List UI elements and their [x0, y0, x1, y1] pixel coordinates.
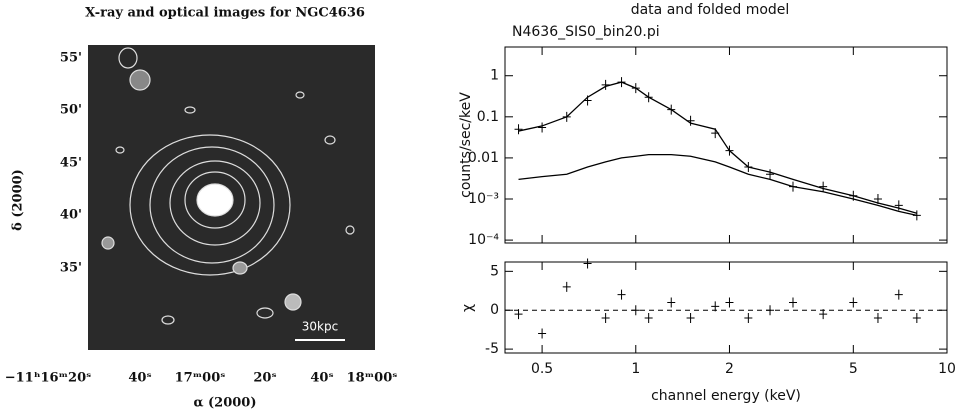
- image-title: X-ray and optical images for NGC4636: [85, 6, 365, 21]
- scale-bar-label: 30kpc: [302, 320, 338, 334]
- data-point: [819, 309, 828, 320]
- data-point: [601, 79, 610, 90]
- image-y-tick-label: 45': [60, 156, 82, 171]
- data-point: [725, 297, 734, 308]
- data-point: [766, 305, 775, 316]
- data-point: [538, 328, 547, 339]
- x-tick-label: 2: [725, 361, 734, 377]
- data-point: [873, 313, 882, 323]
- data-point: [711, 301, 720, 312]
- y-tick-label: 10⁻⁴: [468, 232, 499, 248]
- image-x-tick-label: 20ˢ: [253, 371, 276, 386]
- data-point: [912, 313, 921, 323]
- data-point: [894, 289, 903, 300]
- data-point: [686, 313, 695, 323]
- data-point: [849, 297, 858, 308]
- data-point: [514, 309, 523, 320]
- data-point: [819, 181, 828, 192]
- plot-frame: [504, 46, 948, 244]
- x-tick-label: 10: [938, 361, 956, 377]
- data-point: [601, 313, 610, 323]
- y-tick-label: -5: [485, 341, 499, 357]
- x-tick-label: 5: [849, 361, 858, 377]
- y-tick-label: 1: [490, 68, 499, 84]
- image-x-label: α (2000): [193, 396, 256, 411]
- sky-image: [88, 45, 375, 350]
- y-tick-label: 0.1: [477, 109, 499, 125]
- data-point: [766, 169, 775, 180]
- image-y-tick-label: 50': [60, 103, 82, 118]
- model-line: [518, 81, 918, 214]
- data-point: [644, 313, 653, 323]
- image-x-tick-label: 17ᵐ00ˢ: [175, 371, 226, 386]
- data-point: [667, 297, 676, 308]
- x-tick-label: 1: [631, 361, 640, 377]
- model-line: [518, 154, 917, 216]
- data-point: [788, 297, 797, 308]
- chart-title: data and folded model: [631, 2, 790, 18]
- image-x-tick-label: −11ʰ16ᵐ20ˢ: [5, 371, 92, 386]
- chart-subtitle: N4636_SIS0_bin20.pi: [512, 24, 660, 40]
- data-point: [744, 313, 753, 323]
- x-axis-label: channel energy (keV): [651, 388, 801, 404]
- image-y-tick-label: 55': [60, 51, 82, 66]
- x-tick-label: 0.5: [531, 361, 553, 377]
- residual-y-label: χ: [460, 304, 476, 312]
- plot-frame: [504, 261, 948, 354]
- data-point: [514, 124, 523, 135]
- image-y-tick-label: 40': [60, 208, 82, 223]
- data-point: [617, 289, 626, 300]
- y-axis-label: counts/sec/keV: [458, 92, 474, 198]
- data-point: [631, 305, 640, 316]
- data-point: [562, 281, 571, 292]
- y-tick-label: 5: [490, 263, 499, 279]
- data-point: [583, 258, 592, 269]
- image-x-tick-label: 40ˢ: [128, 371, 151, 386]
- image-y-tick-label: 35': [60, 261, 82, 276]
- y-tick-label: 0: [490, 302, 499, 318]
- y-tick-label: 10⁻³: [468, 191, 499, 207]
- image-y-label: δ (2000): [11, 169, 26, 231]
- image-x-tick-label: 40ˢ: [310, 371, 333, 386]
- data-point: [538, 122, 547, 133]
- y-tick-label: 0.01: [468, 150, 499, 166]
- image-x-tick-label: 18ᵐ00ˢ: [347, 371, 398, 386]
